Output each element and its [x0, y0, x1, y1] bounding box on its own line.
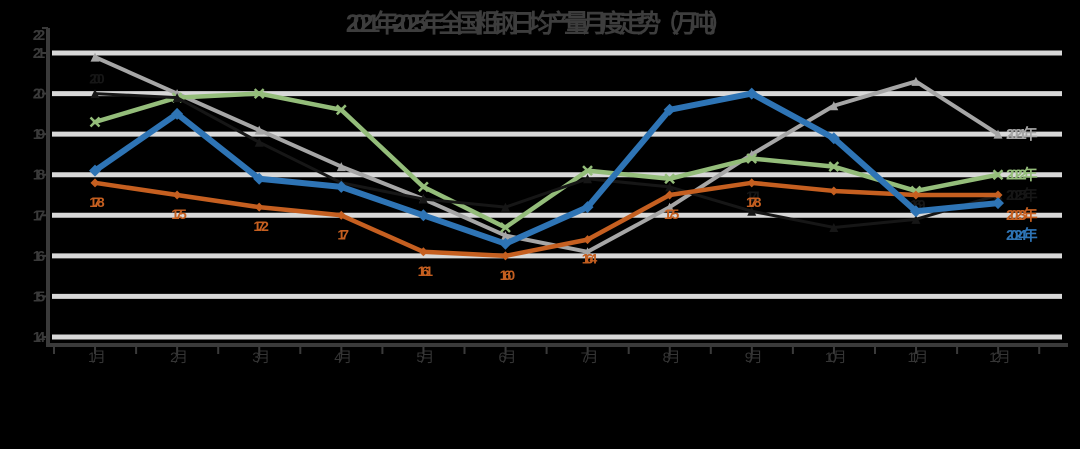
2025年-marker [172, 93, 182, 103]
2024年-marker [89, 164, 101, 177]
series-2023年-line [92, 180, 1001, 259]
x-axis-label: 3月 [252, 349, 268, 365]
2024年-marker [417, 209, 430, 222]
2024年-marker [253, 172, 266, 185]
2021年-marker [500, 231, 510, 241]
data-label-2023年: 1.78 [89, 194, 105, 210]
2025年-marker [418, 194, 428, 204]
2025年-marker [665, 182, 675, 192]
x-axis-label: 7月 [581, 349, 597, 365]
2022年-marker [992, 169, 1004, 181]
series-label-2023年: 2023年 [1006, 206, 1038, 224]
2022年-marker [89, 116, 101, 128]
x-axis-label: 4月 [334, 349, 350, 365]
2022年-marker [335, 104, 347, 116]
2023年-marker [418, 247, 428, 257]
2024年-marker [745, 87, 758, 100]
2024年-marker [991, 197, 1004, 210]
2025年-marker [829, 222, 839, 232]
2022年-marker [582, 165, 593, 177]
2025年-marker [500, 202, 510, 212]
2022年-marker [500, 222, 511, 233]
series-2024年-line [92, 90, 1001, 247]
x-axis-label: 6月 [498, 349, 514, 365]
2024年-marker [581, 201, 594, 214]
x-axis-label: 12月 [989, 349, 1009, 365]
2021年-marker [90, 52, 100, 62]
chart-title: 2021年-2025年全国粗钢日均产量月度走势（万吨） [345, 10, 734, 38]
2024年-marker [909, 205, 922, 218]
x-axis-label: 8月 [663, 349, 679, 365]
data-label-2023年: 1.7 [337, 226, 349, 242]
2024年-marker [335, 180, 348, 193]
x-axis-label: 2月 [170, 349, 186, 365]
2023年-marker [747, 178, 757, 188]
2024年-marker [171, 107, 184, 120]
2021年-marker [911, 76, 921, 86]
2021年-marker [336, 162, 346, 172]
2022年-marker [664, 173, 676, 185]
2021年-marker [829, 101, 839, 111]
2025年-marker [254, 137, 264, 147]
series-label-2022年: 2022年 [1006, 166, 1038, 184]
2023年-marker [911, 190, 921, 200]
2023年-marker [254, 202, 264, 212]
x-axis-label: 9月 [745, 349, 761, 365]
data-label-2023年: 1.78 [746, 194, 762, 210]
data-label-2023年: 1.61 [418, 263, 434, 279]
2021年-marker [665, 202, 675, 212]
2022年-marker [417, 181, 429, 193]
2023年-marker [665, 190, 675, 200]
2023年-marker [336, 210, 346, 220]
data-label-2023年: 1.72 [253, 218, 269, 234]
2023年-marker [993, 190, 1003, 200]
2023年-marker [172, 190, 182, 200]
2022年-marker [253, 88, 265, 99]
2023年-marker [583, 235, 593, 245]
2021年-marker [583, 247, 593, 257]
y-tick-label: 2.2 [33, 27, 45, 44]
series-label-2021年: 2021年 [1006, 125, 1038, 143]
series-2025年-line [93, 92, 1000, 229]
2021年-marker [993, 129, 1003, 139]
2022年-marker [746, 153, 758, 164]
series-2022年-line [92, 91, 1001, 230]
2024年-marker [499, 237, 512, 250]
2023年-marker [90, 178, 100, 188]
data-label-2023年: 1.60 [500, 267, 516, 283]
2025年-marker [583, 174, 593, 184]
2023年-marker [500, 251, 510, 261]
2021年-marker [254, 125, 264, 135]
data-label-2023年: 1.64 [582, 251, 598, 267]
x-axis-label: 11月 [908, 349, 927, 365]
2025年-marker [90, 89, 100, 99]
x-axis-label: 1月 [88, 349, 104, 365]
series-label-2025年: 2025年 [1006, 186, 1038, 204]
series-label-2024年: 2024年 [1006, 226, 1038, 244]
x-axis-label: 5月 [416, 349, 432, 365]
2025年-marker [911, 214, 921, 224]
data-label-2025年: 2.00 [89, 71, 105, 87]
x-axis-label: 10月 [825, 349, 845, 365]
series-2021年-line [93, 55, 1000, 254]
2024年-marker [663, 103, 676, 116]
2025年-marker [747, 206, 757, 216]
2023年-marker [829, 186, 839, 196]
2024年-marker [827, 132, 840, 145]
2022年-marker [828, 161, 840, 172]
